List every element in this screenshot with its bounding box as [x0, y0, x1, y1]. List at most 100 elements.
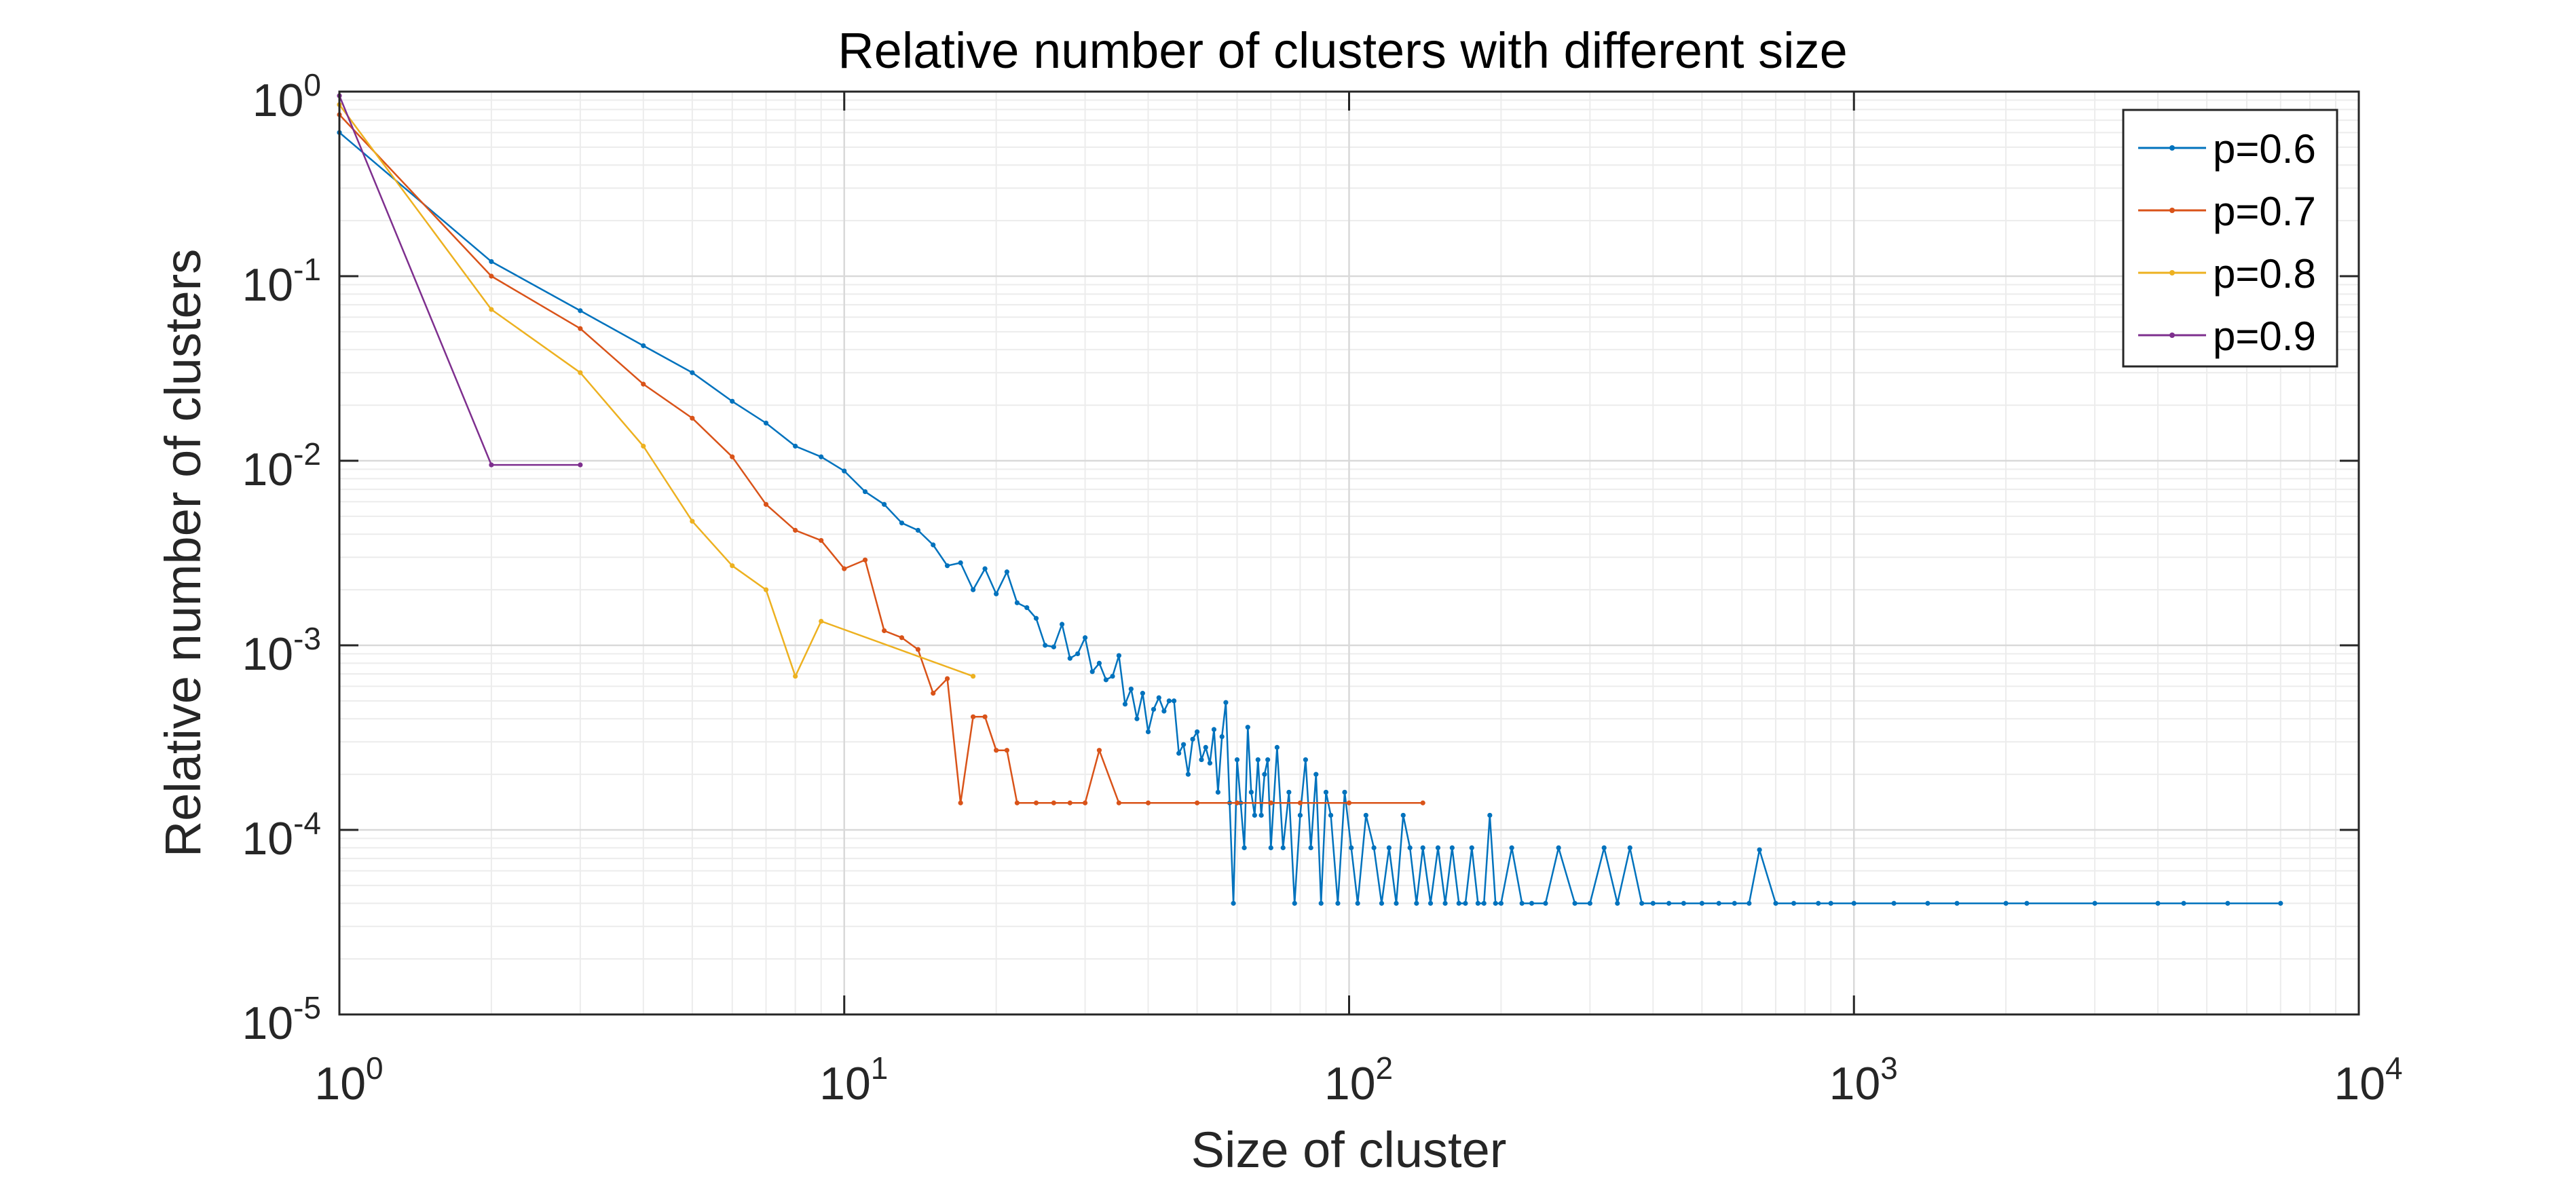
data-point	[1498, 900, 1504, 906]
data-point	[1116, 800, 1122, 805]
data-point	[931, 542, 936, 548]
plot-area	[337, 90, 2360, 1016]
data-point	[1757, 847, 1762, 852]
data-point	[882, 628, 887, 634]
data-point	[1615, 900, 1620, 906]
x-tick-labels: 100 101 102 103 104	[314, 1050, 2402, 1109]
data-point	[944, 676, 950, 681]
data-point	[1207, 761, 1213, 766]
legend-swatch-marker	[2169, 208, 2175, 213]
data-point	[489, 259, 494, 265]
data-point	[982, 566, 988, 571]
data-point	[1051, 800, 1056, 805]
data-point	[1176, 750, 1182, 756]
data-point	[862, 557, 868, 563]
data-point	[1349, 845, 1354, 850]
data-point	[1627, 845, 1632, 850]
data-point	[1666, 900, 1672, 906]
data-point	[1456, 900, 1461, 906]
x-tick-label: 104	[2334, 1050, 2402, 1109]
data-point	[1151, 706, 1157, 712]
data-point	[1110, 673, 1115, 679]
data-point	[1493, 900, 1498, 906]
data-point	[1954, 900, 1960, 906]
data-point	[1116, 653, 1122, 658]
data-point	[1067, 656, 1072, 661]
data-point	[1407, 845, 1413, 850]
y-axis-label: Relative number of clusters	[155, 249, 211, 858]
y-tick-label: 100	[253, 67, 321, 126]
data-point	[1481, 900, 1487, 906]
y-tick-label: 10-1	[242, 252, 321, 311]
data-point	[793, 527, 798, 533]
data-point	[1145, 800, 1151, 805]
data-point	[2225, 900, 2230, 906]
data-point	[842, 566, 847, 571]
data-point	[1891, 900, 1897, 906]
data-point	[1297, 800, 1303, 805]
data-point	[1601, 845, 1607, 850]
data-point	[1122, 702, 1128, 707]
data-point	[690, 370, 695, 375]
legend-label: p=0.9	[2213, 314, 2316, 359]
data-point	[1828, 900, 1833, 906]
data-point	[793, 673, 798, 679]
data-point	[1096, 748, 1102, 753]
data-point	[1140, 691, 1145, 696]
data-point	[1252, 812, 1257, 818]
data-point	[1075, 651, 1081, 657]
data-point	[1363, 812, 1368, 818]
data-point	[2181, 900, 2186, 906]
data-point	[1211, 727, 1217, 732]
series-line	[339, 132, 2281, 905]
data-point	[1699, 900, 1704, 906]
data-point	[1033, 615, 1039, 621]
data-point	[1286, 789, 1292, 795]
data-point	[641, 343, 646, 349]
data-point	[1014, 800, 1020, 805]
legend-item: p=0.9	[2138, 314, 2316, 359]
data-point	[1103, 677, 1108, 683]
data-point	[1171, 698, 1177, 704]
data-point	[578, 462, 583, 468]
data-point	[1732, 900, 1737, 906]
data-point	[730, 454, 735, 459]
data-point	[730, 398, 735, 404]
data-point	[1313, 772, 1319, 777]
data-point	[1543, 900, 1548, 906]
data-point	[1199, 757, 1204, 763]
data-point	[1268, 845, 1273, 850]
data-point	[1355, 900, 1360, 906]
data-point	[1096, 660, 1102, 666]
data-point	[1223, 700, 1229, 705]
data-point	[1328, 812, 1334, 818]
data-point	[1089, 669, 1095, 674]
data-point	[489, 307, 494, 312]
data-point	[2278, 900, 2283, 906]
data-point	[882, 501, 887, 507]
y-tick-label: 10-5	[242, 990, 321, 1049]
x-tick-label: 102	[1324, 1050, 1393, 1109]
data-point	[2155, 900, 2161, 906]
legend-label: p=0.7	[2213, 189, 2316, 234]
data-point	[1234, 800, 1240, 805]
data-point	[1308, 845, 1313, 850]
data-point	[1181, 742, 1187, 747]
x-tick-label: 101	[819, 1050, 888, 1109]
data-point	[1394, 900, 1399, 906]
axis-ticks	[338, 90, 2360, 1016]
data-point	[1371, 845, 1377, 850]
data-point	[915, 527, 921, 533]
data-point	[1248, 789, 1254, 795]
data-point	[1245, 725, 1250, 730]
legend-item: p=0.8	[2138, 251, 2316, 297]
data-point	[819, 537, 824, 544]
data-point	[578, 326, 583, 331]
y-tick-label: 10-4	[242, 805, 321, 864]
data-point	[1145, 729, 1151, 735]
legend-swatch-marker	[2169, 270, 2175, 276]
data-point	[1386, 845, 1392, 850]
series-1	[337, 130, 2283, 906]
y-tick-label: 10-2	[242, 436, 321, 495]
data-point	[1004, 569, 1010, 575]
